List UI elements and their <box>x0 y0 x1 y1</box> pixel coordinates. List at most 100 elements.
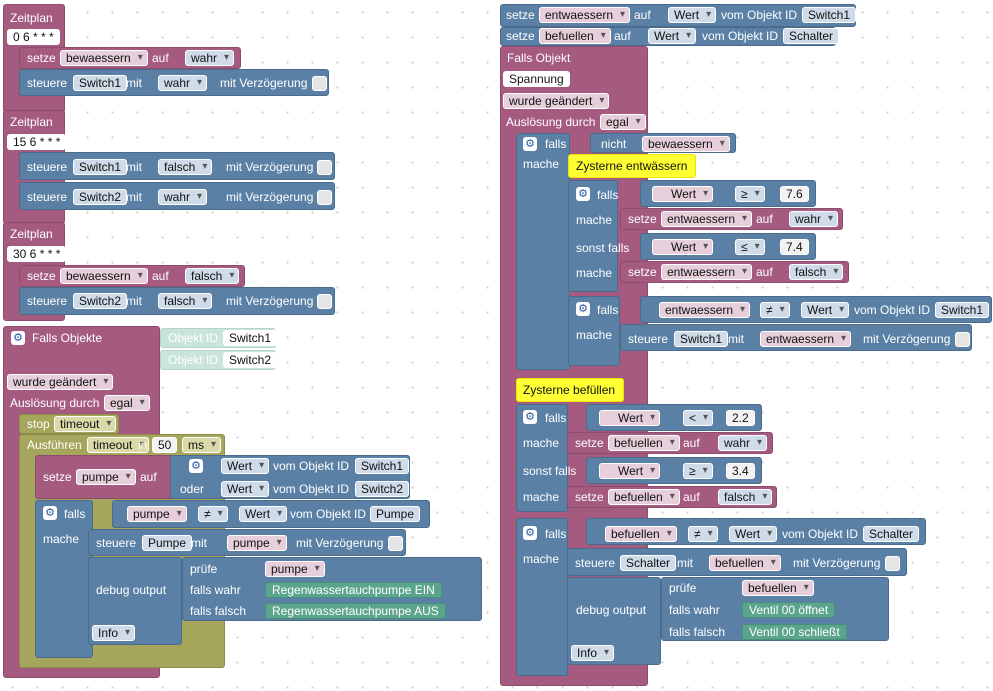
boolean-dropdown[interactable]: wahr <box>718 435 768 451</box>
variable-dropdown[interactable]: pumpe <box>127 506 187 522</box>
gear-icon[interactable]: ⚙ <box>523 137 537 151</box>
delay-checkbox[interactable] <box>388 536 403 551</box>
boolean-dropdown[interactable]: wahr <box>185 50 235 66</box>
device-id-field[interactable]: Switch1 <box>674 331 729 347</box>
operator-dropdown[interactable]: ≠ <box>198 506 228 522</box>
trigger-by-dropdown[interactable]: egal <box>600 114 646 130</box>
operator-dropdown[interactable]: ≠ <box>688 526 718 542</box>
variable-dropdown[interactable]: befuellen <box>742 580 814 596</box>
gear-icon[interactable]: ⚙ <box>43 506 57 520</box>
delay-checkbox[interactable] <box>317 160 332 175</box>
property-dropdown[interactable]: Wert <box>801 302 850 318</box>
device-id-field[interactable]: Switch1 <box>73 75 128 91</box>
change-type-dropdown[interactable]: wurde geändert <box>7 374 114 390</box>
gear-icon[interactable]: ⚙ <box>576 302 590 316</box>
variable-dropdown[interactable]: pumpe <box>265 561 325 577</box>
device-id-field[interactable]: Schalter <box>620 555 677 571</box>
value-dropdown[interactable]: Wert <box>652 186 714 202</box>
object-id-field[interactable]: Spannung <box>503 71 570 87</box>
variable-dropdown[interactable]: pumpe <box>76 469 136 485</box>
variable-dropdown[interactable]: entwaessern <box>659 302 751 318</box>
value-dropdown[interactable]: falsch <box>158 159 213 175</box>
gear-icon[interactable]: ⚙ <box>576 187 590 201</box>
device-id-field[interactable]: Pumpe <box>142 535 193 551</box>
change-type-dropdown[interactable]: wurde geändert <box>503 93 610 109</box>
object-id-field[interactable]: Switch1 <box>223 330 278 346</box>
timer-dropdown[interactable]: timeout <box>54 416 117 432</box>
text-string-on[interactable]: Regenwassertauchpumpe EIN <box>265 582 442 598</box>
value-dropdown[interactable]: wahr <box>158 189 208 205</box>
object-id-field[interactable]: Schalter <box>863 526 920 542</box>
number-field[interactable]: 7.6 <box>780 186 809 202</box>
comment-block[interactable] <box>516 378 624 402</box>
variable-dropdown[interactable]: bewaessern <box>60 268 148 284</box>
property-dropdown[interactable]: Wert <box>239 506 288 522</box>
variable-dropdown[interactable]: bewaessern <box>60 50 148 66</box>
log-level-dropdown[interactable]: Info <box>92 625 136 641</box>
gear-icon[interactable]: ⚙ <box>11 331 25 345</box>
property-dropdown[interactable]: Wert <box>729 526 778 542</box>
property-dropdown[interactable]: Wert <box>221 458 270 474</box>
object-id-field[interactable]: Switch1 <box>935 302 990 318</box>
value-dropdown[interactable]: wahr <box>158 75 208 91</box>
log-level-dropdown[interactable]: Info <box>571 645 615 661</box>
operator-dropdown[interactable]: < <box>683 410 714 426</box>
device-id-field[interactable]: Switch1 <box>73 159 128 175</box>
variable-dropdown[interactable]: befuellen <box>539 28 611 44</box>
property-dropdown[interactable]: Wert <box>221 481 270 497</box>
gear-icon[interactable]: ⚙ <box>189 459 203 473</box>
variable-dropdown[interactable]: befuellen <box>608 489 680 505</box>
device-id-field[interactable]: Switch2 <box>73 189 128 205</box>
gear-icon[interactable]: ⚙ <box>523 526 537 540</box>
variable-dropdown[interactable]: entwaessern <box>760 331 852 347</box>
variable-dropdown[interactable]: entwaessern <box>661 264 753 280</box>
variable-dropdown[interactable]: pumpe <box>227 535 287 551</box>
number-field[interactable]: 7.4 <box>780 239 809 255</box>
cron-field[interactable]: 15 6 * * * <box>7 134 67 150</box>
object-id-field[interactable]: Switch2 <box>223 352 278 368</box>
variable-dropdown[interactable]: entwaessern <box>539 7 631 23</box>
operator-dropdown[interactable]: ≠ <box>760 302 790 318</box>
variable-dropdown[interactable]: bewaessern <box>642 136 730 152</box>
if-block[interactable] <box>568 296 620 366</box>
value-dropdown[interactable]: Wert <box>599 463 661 479</box>
number-field[interactable]: 3.4 <box>726 463 755 479</box>
delay-checkbox[interactable] <box>955 332 970 347</box>
operator-dropdown[interactable]: ≤ <box>735 239 765 255</box>
device-id-field[interactable]: Switch2 <box>73 293 128 309</box>
variable-dropdown[interactable]: befuellen <box>608 435 680 451</box>
value-dropdown[interactable]: falsch <box>158 293 213 309</box>
delay-checkbox[interactable] <box>885 556 900 571</box>
cron-field[interactable]: 30 6 * * * <box>7 246 67 262</box>
text-string-off[interactable]: Ventil 00 schließt <box>742 624 847 640</box>
value-dropdown[interactable]: Wert <box>652 239 714 255</box>
unit-dropdown[interactable]: ms <box>182 437 221 453</box>
variable-dropdown[interactable]: entwaessern <box>661 211 753 227</box>
operator-dropdown[interactable]: ≥ <box>735 186 765 202</box>
number-field[interactable]: 2.2 <box>726 410 755 426</box>
object-id-field[interactable]: Pumpe <box>370 506 421 522</box>
boolean-dropdown[interactable]: falsch <box>185 268 240 284</box>
gear-icon[interactable]: ⚙ <box>523 410 537 424</box>
text-string-off[interactable]: Regenwassertauchpumpe AUS <box>265 603 446 619</box>
boolean-dropdown[interactable]: falsch <box>789 264 844 280</box>
delay-checkbox[interactable] <box>317 294 332 309</box>
object-id-field[interactable]: Schalter <box>783 28 840 44</box>
operator-dropdown[interactable]: ≥ <box>683 463 713 479</box>
object-id-field[interactable]: Switch1 <box>355 458 410 474</box>
object-id-field[interactable]: Switch1 <box>802 7 857 23</box>
value-dropdown[interactable]: Wert <box>599 410 661 426</box>
variable-dropdown[interactable]: befuellen <box>605 526 677 542</box>
variable-dropdown[interactable]: befuellen <box>709 555 781 571</box>
trigger-by-dropdown[interactable]: egal <box>104 395 150 411</box>
delay-checkbox[interactable] <box>317 190 332 205</box>
delay-checkbox[interactable] <box>312 76 327 91</box>
object-id-field[interactable]: Switch2 <box>355 481 410 497</box>
property-dropdown[interactable]: Wert <box>648 28 697 44</box>
text-string-on[interactable]: Ventil 00 öffnet <box>742 602 836 618</box>
delay-value-field[interactable]: 50 <box>152 437 178 453</box>
if-block[interactable] <box>35 500 93 658</box>
boolean-dropdown[interactable]: wahr <box>789 211 839 227</box>
timer-name-field[interactable]: timeout <box>87 437 150 453</box>
if-block[interactable] <box>516 133 570 370</box>
